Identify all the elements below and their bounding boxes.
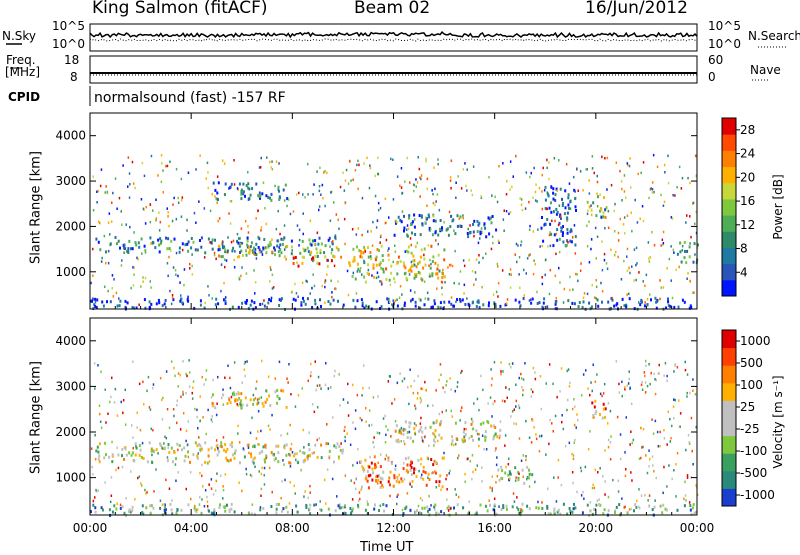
colorbar-tick-label: -1000	[740, 488, 775, 502]
power-speckle	[90, 153, 699, 306]
colorbar-segment	[722, 198, 736, 216]
colorbar-tick-label: -25	[740, 422, 760, 436]
power-echo-band-4	[212, 181, 289, 202]
power-echo-band-9	[676, 241, 699, 265]
x-axis-label: Time UT	[360, 540, 414, 555]
x-tick-label: 00:00	[73, 521, 108, 535]
colorbar-tick-label: 8	[740, 242, 748, 256]
colorbar-segment	[722, 435, 736, 454]
colorbar-segment	[722, 365, 736, 384]
colorbar-frame	[721, 117, 737, 297]
power-echo-band-6	[540, 185, 577, 248]
power-ylabel: Slant Range [km]	[28, 151, 44, 264]
colorbar-segment	[722, 453, 736, 472]
colorbar-segment	[722, 488, 736, 507]
velocity-echo-band-2	[359, 455, 445, 490]
colorbar-segment	[722, 150, 736, 168]
power-echo-band-3	[348, 244, 446, 284]
colorbar-tick-label: 28	[740, 123, 755, 137]
colorbar-segment	[722, 470, 736, 489]
velocity-speckle	[90, 359, 699, 512]
nave-tick-top: 60	[708, 53, 724, 67]
colorbar-segment	[722, 118, 736, 135]
colorbar-tick-label: 500	[740, 356, 763, 370]
x-tick-label: 00:00	[680, 521, 715, 535]
noise-strip-frame	[89, 23, 698, 52]
velocity-echo-band-3	[394, 419, 502, 444]
power-echo-band-0	[95, 235, 340, 255]
y-tick-label: 3000	[55, 379, 86, 393]
colorbar-segment	[722, 166, 736, 184]
noise-right-tick-bottom: 10^0	[708, 37, 741, 51]
noise-left-tick-bottom: 10^0	[52, 37, 85, 51]
date-title: 16/Jun/2012	[585, 0, 688, 18]
station-title: King Salmon (fitACF)	[92, 0, 268, 18]
freq-tick-bottom: 8	[70, 70, 78, 84]
colorbar-tick-label: 100	[740, 378, 763, 392]
colorbar-tick-label: 16	[740, 194, 755, 208]
nsearch-label: N.Search	[748, 29, 800, 43]
freq-label-2: [MHz]	[5, 65, 41, 79]
nave-tick-bottom: 0	[708, 70, 716, 84]
power-echo-band-5	[393, 213, 498, 239]
beam-title: Beam 02	[354, 0, 431, 18]
colorbar-tick-label: -100	[740, 444, 767, 458]
colorbar-segment	[722, 382, 736, 401]
noise-right-tick-top: 10^5	[708, 19, 741, 33]
freq-strip-frame	[89, 55, 698, 84]
x-tick-label: 12:00	[376, 521, 411, 535]
velocity-ylabel: Slant Range [km]	[28, 361, 44, 474]
y-tick-label: 3000	[55, 174, 86, 188]
colorbar-tick-label: 12	[740, 218, 755, 232]
cpid-text: normalsound (fast) -157 RF	[94, 90, 286, 106]
colorbar-segment	[722, 215, 736, 232]
nsky-trace	[89, 31, 698, 39]
colorbar-segment	[722, 231, 736, 248]
colorbar-segment	[722, 247, 736, 265]
y-tick-label: 2000	[55, 425, 86, 439]
x-tick-label: 20:00	[579, 521, 614, 535]
colorbar-tick-label: 24	[740, 147, 755, 161]
noise-left-tick-top: 10^5	[52, 19, 85, 33]
velocity-echo-band-0	[95, 441, 345, 465]
colorbar-segment	[722, 134, 736, 151]
colorbar-tick-label: 4	[740, 265, 748, 279]
nave-label: Nave	[750, 63, 781, 77]
y-tick-label: 4000	[55, 334, 86, 348]
colorbar-segment	[722, 418, 736, 437]
velocity-colorbar-label: Velocity [m s⁻¹]	[771, 375, 785, 469]
nsearch-trace	[89, 38, 698, 42]
y-tick-label: 4000	[55, 129, 86, 143]
nsky-label: N.Sky	[2, 29, 37, 43]
power-echo-band-7	[586, 195, 608, 219]
y-tick-label: 1000	[55, 471, 86, 485]
velocity-echo-band-4	[497, 465, 534, 485]
power-echo-band-2	[292, 255, 333, 268]
colorbar-segment	[722, 279, 736, 297]
colorbar-segment	[722, 182, 736, 200]
colorbar-segment	[722, 347, 736, 366]
colorbar-segment	[722, 330, 736, 349]
x-tick-label: 04:00	[174, 521, 209, 535]
y-tick-label: 2000	[55, 219, 86, 233]
freq-tick-top: 18	[64, 53, 80, 67]
colorbar-tick-label: 25	[740, 400, 755, 414]
velocity-echo-band-5	[591, 399, 607, 420]
freq-label-1: Freq.	[6, 53, 36, 67]
colorbar-segment	[722, 400, 736, 419]
cpid-label: CPID	[8, 90, 41, 104]
x-tick-label: 16:00	[477, 521, 512, 535]
colorbar-tick-label: 1000	[740, 334, 771, 348]
velocity-echo-band-1	[211, 388, 288, 410]
colorbar-segment	[722, 263, 736, 281]
y-tick-label: 1000	[55, 265, 86, 279]
colorbar-frame	[721, 329, 737, 507]
x-tick-label: 08:00	[275, 521, 310, 535]
colorbar-tick-label: -500	[740, 466, 767, 480]
colorbar-tick-label: 20	[740, 170, 755, 184]
power-colorbar-label: Power [dB]	[771, 174, 785, 240]
